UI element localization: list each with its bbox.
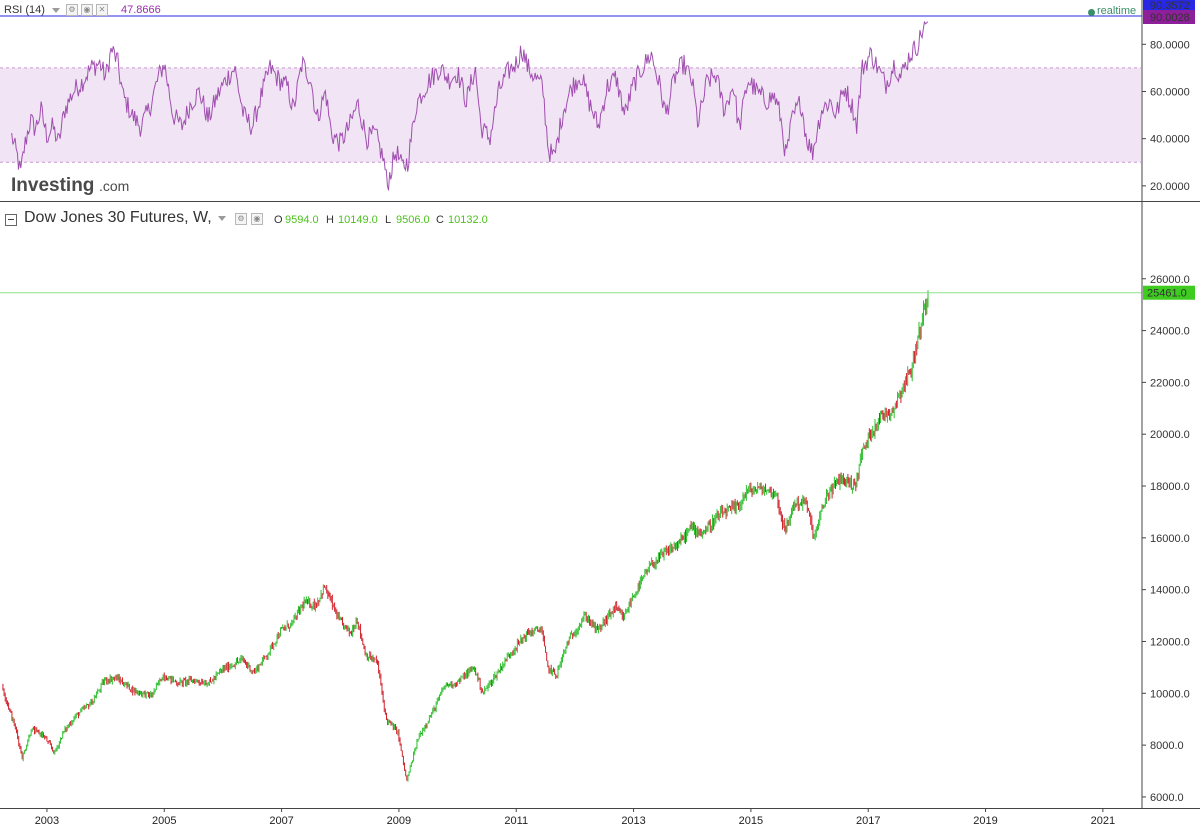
symbol-visibility-eye-icon[interactable]: ◉ [251, 213, 263, 225]
logo-suffix: .com [99, 178, 129, 194]
rsi-y-tick-label: 40.0000 [1150, 134, 1190, 146]
collapse-pane-icon[interactable] [5, 214, 17, 226]
price-y-tick-label: 18000.0 [1150, 481, 1190, 493]
ohlc-low-label: L [385, 214, 392, 226]
rsi-y-tick-label: 60.0000 [1150, 86, 1190, 98]
rsi-visibility-eye-icon[interactable]: ◉ [81, 4, 93, 16]
ohlc-low-value: 9506.0 [396, 214, 430, 226]
price-y-tick-label: 20000.0 [1150, 429, 1190, 441]
x-tick-label: 2013 [621, 815, 645, 827]
x-tick-label: 2003 [35, 815, 59, 827]
price-y-tick-label: 8000.0 [1150, 740, 1184, 752]
ohlc-open-value: 9594.0 [285, 214, 319, 226]
price-y-tick-label: 14000.0 [1150, 585, 1190, 597]
x-tick-label: 2021 [1091, 815, 1115, 827]
price-y-tick-label: 26000.0 [1150, 274, 1190, 286]
price-y-tick-label: 16000.0 [1150, 533, 1190, 545]
ohlc-close-label: C [436, 214, 444, 226]
price-y-tick-label: 10000.0 [1150, 688, 1190, 700]
rsi-line-layer [11, 20, 929, 191]
symbol-settings-gear-icon[interactable]: ⚙ [235, 213, 247, 225]
ohlc-close-value: 10132.0 [448, 214, 488, 226]
x-tick-label: 2009 [387, 815, 411, 827]
rsi-band-layer [0, 67, 1141, 163]
x-tick-label: 2011 [504, 815, 528, 827]
rsi-close-icon[interactable]: ✕ [96, 4, 108, 16]
rsi-badge-purple-text: 90.0028 [1150, 12, 1190, 24]
realtime-dot-icon [1088, 9, 1095, 16]
x-tick-label: 2019 [973, 815, 997, 827]
rsi-menu-chevron-down-icon[interactable] [52, 8, 60, 13]
rsi-indicator-label[interactable]: RSI (14) [4, 4, 45, 16]
rsi-current-value: 47.8666 [121, 4, 161, 16]
ohlc-open-label: O [274, 214, 283, 226]
symbol-title[interactable]: Dow Jones 30 Futures, W, [24, 209, 212, 226]
x-tick-label: 2015 [739, 815, 763, 827]
price-y-tick-label: 6000.0 [1150, 792, 1184, 804]
ohlc-high-value: 10149.0 [338, 214, 378, 226]
axis-layer[interactable]: 20.0000 40.0000 60.0000 80.0000 6000.0 8000.0… [35, 39, 1190, 827]
rsi-badge-blue [1143, 0, 1195, 10]
rsi-badge-blue-text: 90.3572 [1150, 0, 1190, 12]
logo-brand: Investing [11, 175, 94, 196]
candles-layer [2, 290, 929, 782]
rsi-y-tick-label: 80.0000 [1150, 39, 1190, 51]
rsi-y-tick-label: 20.0000 [1150, 181, 1190, 193]
x-tick-label: 2017 [856, 815, 880, 827]
ohlc-high-label: H [326, 214, 334, 226]
last-price-badge [1143, 285, 1195, 300]
realtime-label: realtime [1097, 5, 1137, 17]
rsi-line [11, 20, 929, 191]
rsi-band [0, 67, 1141, 163]
price-y-tick-label: 24000.0 [1150, 326, 1190, 338]
x-tick-label: 2007 [269, 815, 293, 827]
rsi-settings-gear-icon[interactable]: ⚙ [66, 4, 78, 16]
x-tick-label: 2005 [152, 815, 176, 827]
last-price-badge-text: 25461.0 [1147, 288, 1187, 300]
price-y-tick-label: 12000.0 [1150, 636, 1190, 648]
symbol-menu-chevron-down-icon[interactable] [218, 216, 226, 221]
investing-logo: Investing .com [11, 175, 129, 196]
rsi-badge-purple [1143, 10, 1195, 24]
price-y-tick-label: 22000.0 [1150, 377, 1190, 389]
